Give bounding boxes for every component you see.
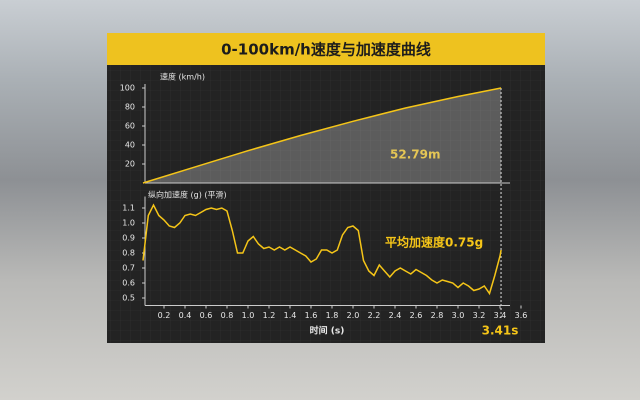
y-tick-label: 60 — [125, 122, 135, 131]
y-axis-label: 速度 (km/h) — [160, 72, 205, 82]
x-tick-label: 0.6 — [200, 311, 213, 320]
x-tick-label: 1.8 — [326, 311, 339, 320]
x-tick-label: 2.6 — [410, 311, 423, 320]
x-tick-label: 3.6 — [515, 311, 528, 320]
x-tick-label: 3.2 — [473, 311, 486, 320]
x-tick-label: 1.4 — [284, 311, 297, 320]
x-tick-label: 1.6 — [305, 311, 318, 320]
x-tick-label: 3.4 — [494, 311, 507, 320]
annotation: 平均加速度0.75g — [385, 235, 483, 250]
y-tick-label: 100 — [120, 84, 135, 93]
y-tick-label: 40 — [125, 141, 135, 150]
x-tick-label: 0.8 — [221, 311, 234, 320]
x-tick-label: 3.0 — [452, 311, 465, 320]
line — [142, 203, 502, 296]
end-label: 3.41s — [482, 324, 519, 338]
y-tick-label: 0.8 — [122, 249, 135, 258]
y-tick-label: 20 — [125, 160, 135, 169]
y-tick-label: 80 — [125, 103, 135, 112]
x-tick-label: 1.0 — [242, 311, 255, 320]
annotation: 52.79m — [390, 148, 440, 162]
y-tick-label: 1.0 — [122, 219, 135, 228]
x-axis-label: 时间 (s) — [310, 325, 345, 337]
y-tick-label: 1.1 — [122, 204, 135, 213]
x-tick-label: 0.2 — [158, 311, 171, 320]
panel-grid — [107, 33, 545, 343]
y-axis-label: 纵向加速度 (g) (平滑) — [148, 190, 227, 200]
chart-title: 0-100km/h速度与加速度曲线 — [221, 41, 431, 59]
line — [142, 87, 502, 184]
y-tick-label: 0.6 — [122, 279, 135, 288]
y-tick-label: 0.9 — [122, 234, 135, 243]
x-tick-label: 0.4 — [179, 311, 192, 320]
y-tick-label: 0.5 — [122, 294, 135, 303]
x-tick-label: 2.0 — [347, 311, 360, 320]
header — [107, 33, 545, 65]
x-tick-label: 2.4 — [389, 311, 402, 320]
area-fill — [143, 88, 502, 183]
x-tick-label: 1.2 — [263, 311, 276, 320]
y-tick-label: 0.7 — [122, 264, 135, 273]
x-tick-label: 2.8 — [431, 311, 444, 320]
x-tick-label: 2.2 — [368, 311, 381, 320]
